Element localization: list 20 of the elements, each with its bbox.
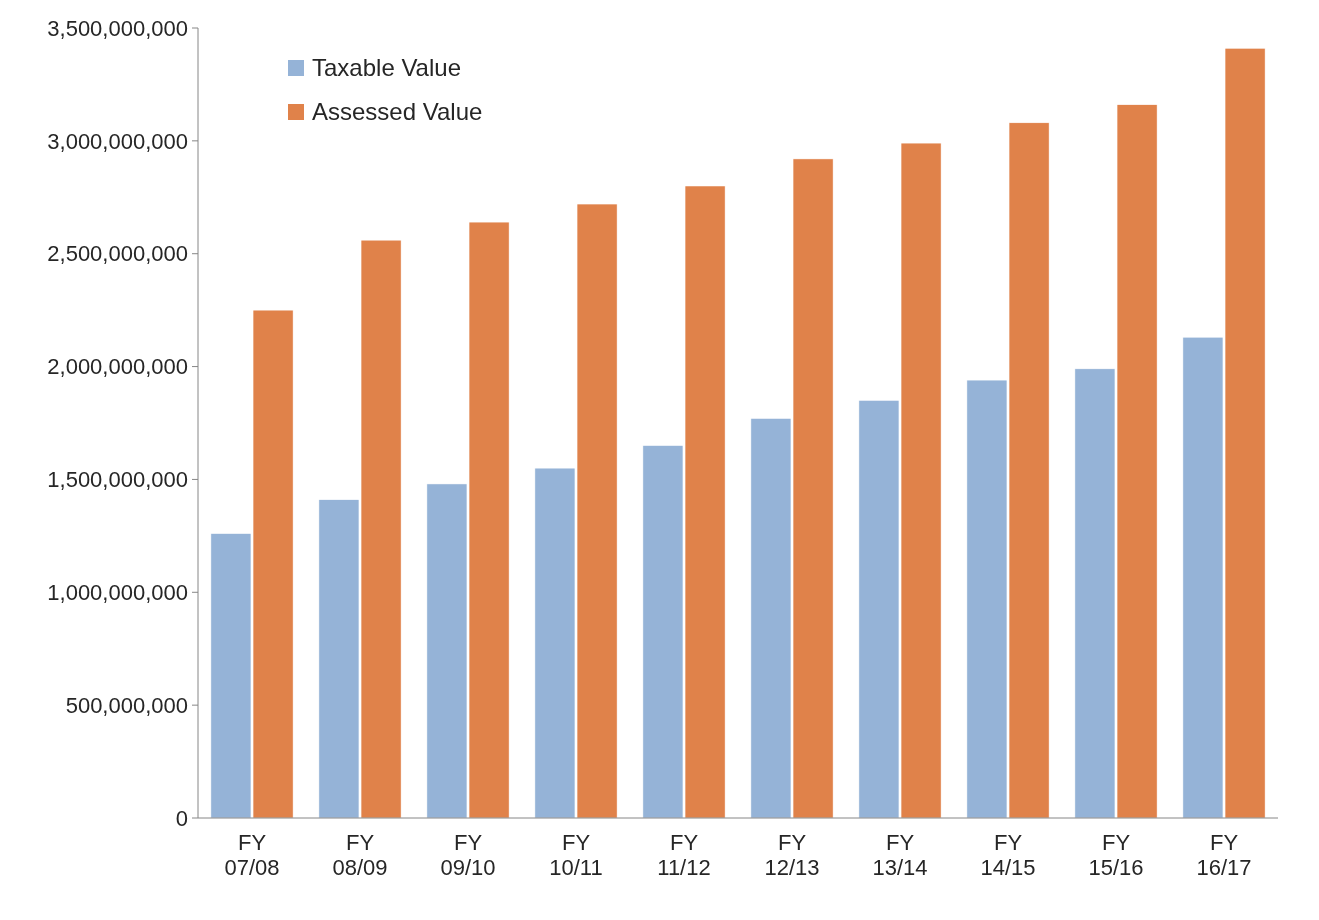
y-tick-label: 1,000,000,000 xyxy=(47,579,188,605)
x-tick-label: FY 08/09 xyxy=(332,830,388,881)
y-tick-label: 3,000,000,000 xyxy=(47,128,188,154)
legend-label: Assessed Value xyxy=(312,98,483,126)
y-tick-label: 500,000,000 xyxy=(65,692,188,718)
x-tick-label: FY 10/11 xyxy=(549,830,603,881)
y-tick-label: 0 xyxy=(175,805,188,831)
y-tick-label: 3,500,000,000 xyxy=(47,15,188,41)
x-tick-label: FY 07/08 xyxy=(224,830,280,881)
x-tick-label: FY 12/13 xyxy=(764,830,820,881)
y-tick-label: 2,500,000,000 xyxy=(47,241,188,267)
x-tick-label: FY 14/15 xyxy=(980,830,1036,881)
x-tick-label: FY 11/12 xyxy=(657,830,711,881)
y-tick-label: 1,500,000,000 xyxy=(47,467,188,493)
x-tick-label: FY 09/10 xyxy=(440,830,496,881)
x-tick-label: FY 15/16 xyxy=(1088,830,1144,881)
x-tick-label: FY 13/14 xyxy=(872,830,928,881)
y-tick-label: 2,000,000,000 xyxy=(47,354,188,380)
x-tick-label: FY 16/17 xyxy=(1196,830,1252,881)
legend-label: Taxable Value xyxy=(312,54,461,82)
